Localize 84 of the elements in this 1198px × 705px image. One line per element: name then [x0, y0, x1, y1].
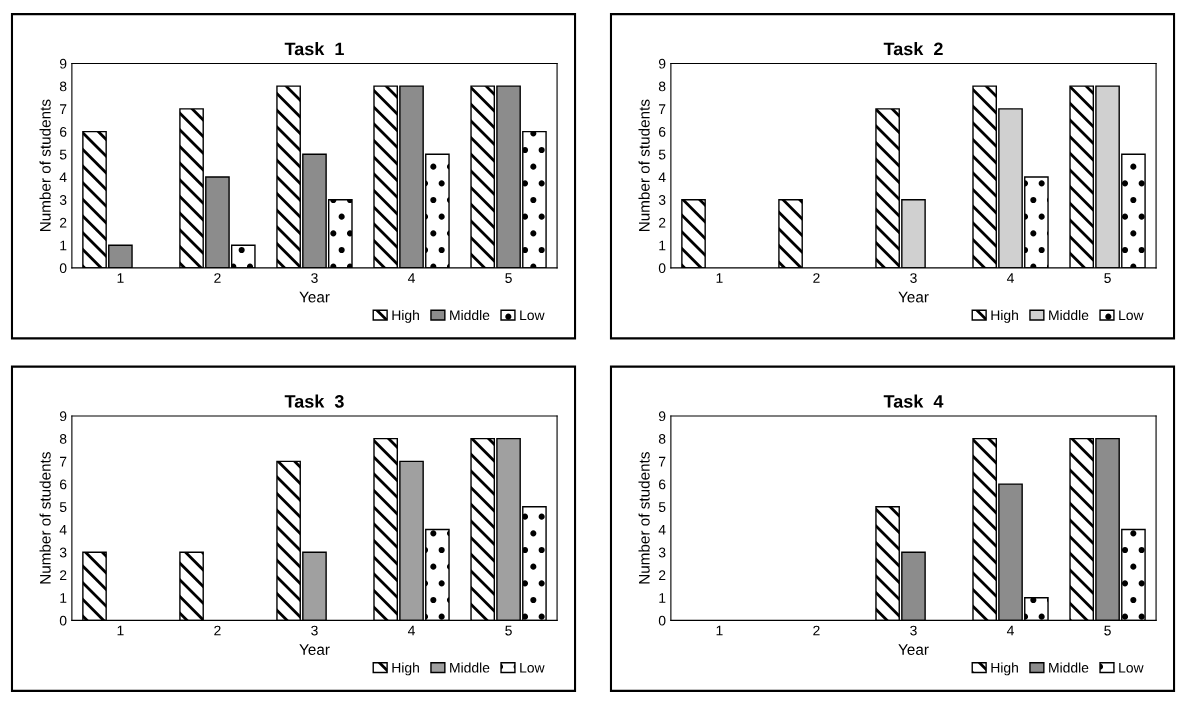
y-tick-label: 5: [658, 502, 666, 512]
legend-label: Middle: [450, 309, 490, 321]
legend-label: High: [392, 309, 419, 323]
y-tick-label: 4: [658, 172, 666, 183]
y-tick-label: 1: [60, 593, 67, 603]
y-tick-label: 7: [60, 456, 67, 467]
x-tick-label: 5: [505, 625, 512, 636]
y-tick-label: 7: [60, 104, 67, 114]
y-tick-label: 6: [659, 126, 666, 137]
legend-label: Middle: [1049, 309, 1089, 321]
y-axis-title: Number of students: [638, 452, 650, 584]
x-tick-label: 3: [910, 625, 917, 636]
legend-label: Low: [1119, 310, 1144, 321]
legend-label: High: [991, 662, 1018, 676]
y-tick-label: 3: [59, 547, 67, 558]
y-axis-title: Number of students: [39, 99, 51, 232]
y-tick-label: 2: [658, 570, 666, 580]
y-tick-label: 7: [659, 104, 666, 114]
y-tick-label: 1: [659, 240, 666, 251]
chart-title: Task 2: [883, 42, 943, 56]
y-tick-label: 6: [659, 479, 666, 490]
x-tick-label: 5: [1104, 625, 1111, 636]
x-tick-label: 2: [214, 273, 221, 283]
y-tick-label: 4: [59, 525, 67, 535]
x-tick-label: 1: [716, 625, 723, 636]
x-tick-label: 4: [1006, 273, 1014, 283]
y-tick-label: 5: [658, 149, 666, 160]
chart-title: Task 3: [284, 394, 344, 408]
y-tick-label: 0: [59, 263, 67, 274]
legend-label: Low: [520, 662, 545, 673]
x-axis-title: Year: [299, 291, 330, 303]
legend-label: Low: [1119, 662, 1144, 673]
x-tick-label: 5: [1104, 273, 1111, 283]
y-tick-label: 7: [659, 456, 666, 467]
chart-title: Task 4: [883, 394, 944, 408]
x-tick-label: 1: [117, 273, 124, 283]
x-tick-label: 2: [813, 625, 820, 636]
y-tick-label: 0: [59, 615, 67, 626]
legend-label: High: [392, 662, 419, 676]
y-tick-label: 9: [59, 411, 67, 422]
y-tick-label: 1: [659, 593, 666, 603]
y-tick-label: 8: [59, 434, 67, 444]
y-tick-label: 6: [60, 126, 67, 137]
chart-title: Task 1: [284, 42, 344, 56]
x-axis-title: Year: [299, 644, 330, 655]
y-tick-label: 6: [60, 479, 67, 490]
legend-label: High: [991, 309, 1018, 323]
y-tick-label: 9: [59, 58, 67, 69]
y-tick-label: 8: [59, 81, 67, 92]
y-tick-label: 5: [59, 149, 67, 160]
y-tick-label: 4: [59, 172, 67, 183]
legend-label: Middle: [450, 662, 490, 673]
y-tick-label: 0: [658, 263, 666, 274]
x-tick-label: 3: [910, 273, 917, 283]
x-tick-label: 4: [1006, 625, 1014, 636]
x-tick-label: 2: [813, 273, 820, 283]
x-tick-label: 3: [311, 625, 318, 636]
y-tick-label: 8: [658, 434, 666, 444]
y-axis-title: Number of students: [39, 452, 51, 584]
y-tick-label: 3: [658, 195, 666, 205]
x-tick-label: 1: [117, 625, 124, 636]
y-tick-label: 8: [658, 81, 666, 92]
y-tick-label: 9: [658, 58, 666, 69]
x-tick-label: 4: [407, 273, 415, 283]
legend-label: Low: [520, 310, 545, 321]
y-axis-title: Number of students: [638, 99, 650, 232]
x-tick-label: 1: [716, 273, 723, 283]
y-tick-label: 3: [59, 195, 67, 205]
y-tick-label: 1: [60, 240, 67, 251]
x-tick-label: 4: [407, 625, 415, 636]
x-tick-label: 5: [505, 273, 512, 283]
y-tick-label: 2: [59, 570, 67, 580]
y-tick-label: 2: [59, 217, 67, 228]
y-tick-label: 4: [658, 525, 666, 535]
x-tick-label: 2: [214, 625, 221, 636]
legend-label: Middle: [1049, 662, 1089, 673]
x-tick-label: 3: [311, 273, 318, 283]
y-tick-label: 9: [658, 411, 666, 422]
y-tick-label: 3: [658, 547, 666, 558]
x-axis-title: Year: [898, 644, 929, 655]
y-tick-label: 0: [658, 615, 666, 626]
y-tick-label: 2: [658, 217, 666, 228]
x-axis-title: Year: [898, 291, 929, 303]
y-tick-label: 5: [59, 502, 67, 512]
